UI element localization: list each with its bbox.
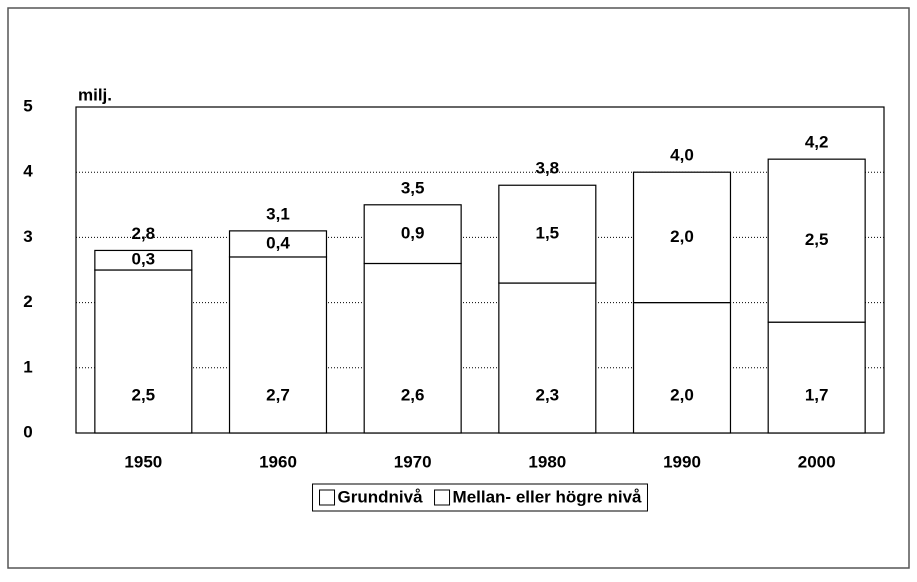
legend-swatch	[434, 489, 451, 506]
bar-segment	[228, 230, 328, 258]
x-tick-label: 1950	[124, 452, 162, 471]
bar-segment	[94, 269, 193, 434]
y-tick-label: 5	[23, 96, 32, 115]
total-label: 2,8	[132, 224, 156, 243]
y-tick-label: 4	[23, 162, 33, 181]
total-label: 3,8	[536, 159, 560, 178]
x-tick-label: 1960	[259, 452, 297, 471]
total-label: 4,2	[805, 133, 829, 152]
value-label: 0,3	[132, 250, 156, 269]
bar-segment	[632, 302, 732, 434]
frame	[7, 7, 910, 569]
legend-swatch	[319, 489, 336, 506]
bar-segment	[767, 158, 866, 323]
y-tick-label: 2	[23, 292, 32, 311]
bar-segment	[228, 256, 328, 434]
bar-segment	[498, 184, 597, 284]
value-label: 2,5	[132, 385, 156, 404]
bar-segment	[632, 171, 732, 304]
x-tick-label: 1990	[663, 452, 701, 471]
value-label: 2,3	[536, 385, 560, 404]
bar-segment	[94, 249, 193, 271]
value-label: 2,6	[401, 385, 425, 404]
value-label: 0,4	[266, 233, 290, 252]
bar-segment	[767, 321, 866, 434]
value-label: 2,0	[670, 385, 694, 404]
value-label: 1,5	[536, 224, 560, 243]
value-label: 1,7	[805, 385, 829, 404]
total-label: 3,5	[401, 178, 425, 197]
legend-label: Mellan- eller högre nivå	[453, 487, 642, 506]
value-label: 2,5	[805, 230, 829, 249]
y-tick-label: 0	[23, 422, 32, 441]
plot-area	[75, 106, 885, 434]
legend-label: Grundnivå	[338, 487, 424, 506]
value-label: 0,9	[401, 224, 425, 243]
legend-box	[312, 483, 648, 512]
x-tick-label: 1980	[528, 452, 566, 471]
y-axis-label: milj.	[78, 85, 112, 104]
bar-segment	[363, 204, 462, 265]
value-label: 2,7	[266, 385, 290, 404]
total-label: 3,1	[266, 204, 290, 223]
x-tick-label: 1970	[394, 452, 432, 471]
x-tick-label: 2000	[798, 452, 836, 471]
total-label: 4,0	[670, 146, 694, 165]
value-label: 2,0	[670, 227, 694, 246]
bar-segment	[363, 262, 462, 434]
y-tick-label: 1	[23, 357, 32, 376]
y-tick-label: 3	[23, 227, 32, 246]
bar-segment	[498, 282, 597, 434]
